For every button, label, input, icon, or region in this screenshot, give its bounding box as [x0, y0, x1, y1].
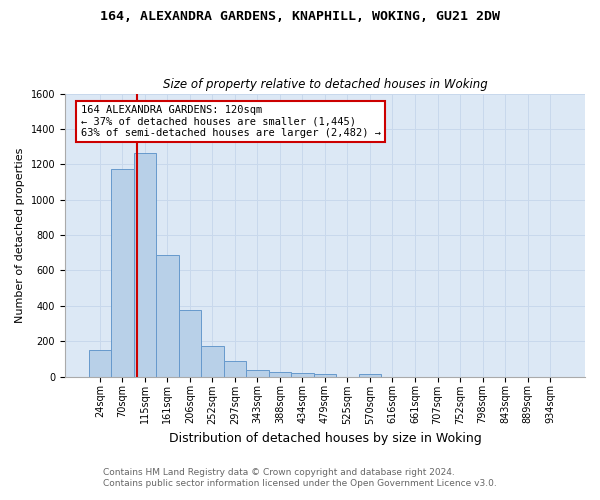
Bar: [246, 370, 269, 376]
Text: 164, ALEXANDRA GARDENS, KNAPHILL, WOKING, GU21 2DW: 164, ALEXANDRA GARDENS, KNAPHILL, WOKING…: [100, 10, 500, 23]
Bar: [111, 168, 134, 376]
Bar: [359, 374, 381, 376]
Bar: [201, 346, 224, 376]
Bar: [179, 310, 201, 376]
Bar: [134, 153, 156, 376]
X-axis label: Distribution of detached houses by size in Woking: Distribution of detached houses by size …: [169, 432, 481, 445]
Bar: [156, 256, 179, 376]
Bar: [314, 374, 336, 376]
Y-axis label: Number of detached properties: Number of detached properties: [15, 148, 25, 322]
Bar: [269, 372, 291, 376]
Bar: [224, 360, 246, 376]
Title: Size of property relative to detached houses in Woking: Size of property relative to detached ho…: [163, 78, 487, 91]
Bar: [89, 350, 111, 376]
Text: Contains HM Land Registry data © Crown copyright and database right 2024.
Contai: Contains HM Land Registry data © Crown c…: [103, 468, 497, 487]
Text: 164 ALEXANDRA GARDENS: 120sqm
← 37% of detached houses are smaller (1,445)
63% o: 164 ALEXANDRA GARDENS: 120sqm ← 37% of d…: [80, 105, 380, 138]
Bar: [291, 374, 314, 376]
